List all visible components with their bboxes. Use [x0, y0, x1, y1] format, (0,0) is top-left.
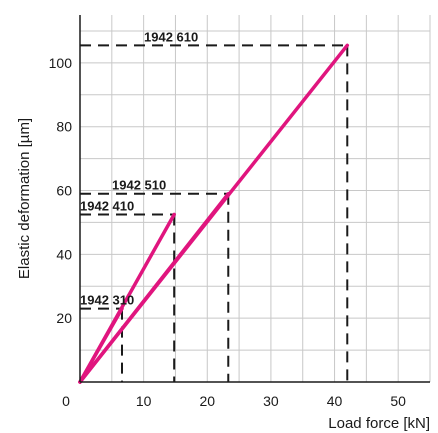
series-label: 1942 610 — [144, 29, 198, 44]
y-tick-label: 60 — [56, 183, 72, 199]
x-tick-label: 30 — [263, 393, 279, 409]
y-tick-label: 80 — [56, 119, 72, 135]
tick-labels: 0 10 20 30 40 50 20 40 60 80 100 — [49, 55, 407, 409]
series-label: 1942 410 — [80, 198, 134, 213]
series-labels: 1942 310 1942 410 1942 510 1942 610 — [80, 29, 198, 307]
series-lines — [78, 43, 350, 384]
series-line — [78, 43, 350, 384]
y-tick-label: 40 — [56, 246, 72, 262]
x-axis-title: Load force [kN] — [328, 415, 430, 432]
series-label: 1942 510 — [112, 178, 166, 193]
guide-lines — [80, 44, 349, 382]
series-line — [78, 212, 176, 384]
x-tick-label: 40 — [327, 393, 343, 409]
x-tick-label: 50 — [390, 393, 406, 409]
grid — [80, 15, 431, 382]
x-tick-label: 20 — [199, 393, 215, 409]
x-tick-label: 10 — [136, 393, 152, 409]
y-tick-label: 100 — [49, 55, 73, 71]
y-tick-label: 20 — [56, 310, 72, 326]
series-label: 1942 310 — [80, 293, 134, 308]
axes — [79, 15, 430, 383]
x-tick-label: 0 — [62, 393, 70, 409]
y-axis-title: Elastic deformation [µm] — [16, 118, 33, 279]
